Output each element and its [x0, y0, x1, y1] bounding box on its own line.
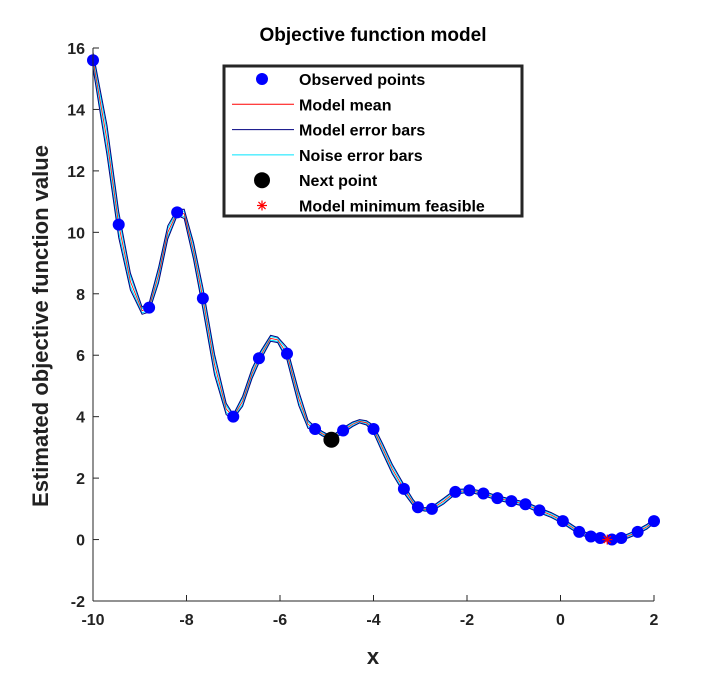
observed-point [463, 484, 476, 497]
legend-item: Observed points [256, 72, 425, 89]
axes: -10 -8 -6 -4 -2 0 2 -2 0 2 4 6 8 10 12 14 16 [67, 41, 658, 629]
observed-point [449, 485, 462, 498]
observed-point [252, 352, 265, 365]
legend: Observed points Model mean Model error bar… [222, 64, 524, 218]
observed-point [491, 492, 504, 505]
observed-point [519, 498, 532, 511]
observed-point [397, 482, 410, 495]
y-tick-label: 2 [76, 471, 85, 488]
observed-point [556, 515, 569, 528]
y-tick-label: 6 [76, 348, 85, 365]
legend-asterisk-swatch [257, 200, 267, 211]
model-error-upper-line [92, 52, 655, 539]
observed-point [112, 218, 125, 231]
legend-item: Model mean [232, 97, 391, 114]
observed-point [143, 301, 156, 314]
observed-point [281, 347, 294, 360]
observed-point [631, 525, 644, 538]
asterisk-stroke [258, 201, 266, 210]
legend-label: Model mean [299, 97, 391, 114]
x-axis-label: x [367, 644, 380, 669]
legend-circle-swatch [256, 73, 268, 85]
observed-point [648, 515, 660, 528]
y-tick-label: 12 [67, 164, 85, 181]
x-tick-label: 2 [650, 612, 659, 629]
x-tick-label: 0 [556, 612, 565, 629]
legend-item: Model error bars [232, 123, 425, 140]
observed-point [477, 487, 490, 500]
y-tick-label: 16 [67, 41, 85, 58]
observed-point [505, 495, 518, 508]
legend-box [222, 64, 524, 218]
observed-point [411, 501, 424, 514]
observed-point [367, 422, 380, 435]
y-tick-label: 14 [67, 102, 85, 119]
y-tick-label: -2 [71, 594, 85, 611]
observed-point [594, 532, 607, 545]
observed-point [425, 502, 438, 515]
observed-point [615, 532, 628, 545]
legend-item: Next point [254, 172, 378, 190]
observed-point [309, 422, 322, 435]
legend-item: Noise error bars [232, 148, 423, 165]
legend-circle-swatch [254, 172, 270, 189]
legend-label: Model error bars [299, 123, 425, 140]
legend-label: Observed points [299, 72, 425, 89]
y-tick-label: 4 [76, 410, 85, 427]
observed-point [196, 292, 209, 305]
observed-point [337, 424, 350, 437]
observed-point [533, 504, 546, 517]
x-tick-label: -10 [81, 612, 104, 629]
legend-label: Model minimum feasible [299, 199, 485, 216]
y-tick-label: 0 [76, 533, 85, 550]
legend-label: Noise error bars [299, 148, 423, 165]
x-tick-label: -6 [273, 612, 287, 629]
noise-error-upper-line [92, 55, 655, 540]
next-point-marker [323, 431, 340, 448]
x-tick-label: -2 [460, 612, 474, 629]
y-tick-label: 10 [67, 225, 85, 242]
legend-item: Model minimum feasible [257, 199, 485, 216]
chart-title: Objective function model [260, 25, 487, 46]
x-tick-label: -4 [366, 612, 380, 629]
y-axis-label: Estimated objective function value [28, 145, 53, 507]
observed-point [573, 525, 586, 538]
observed-point [584, 530, 597, 543]
asterisk-stroke [603, 535, 612, 544]
x-tick-label: -8 [179, 612, 193, 629]
observed-point [171, 206, 184, 219]
legend-label: Next point [299, 173, 378, 190]
observed-point [227, 410, 240, 423]
plot-area [87, 52, 660, 546]
model-minimum-feasible-marker [602, 534, 613, 545]
y-tick-label: 8 [76, 287, 85, 304]
